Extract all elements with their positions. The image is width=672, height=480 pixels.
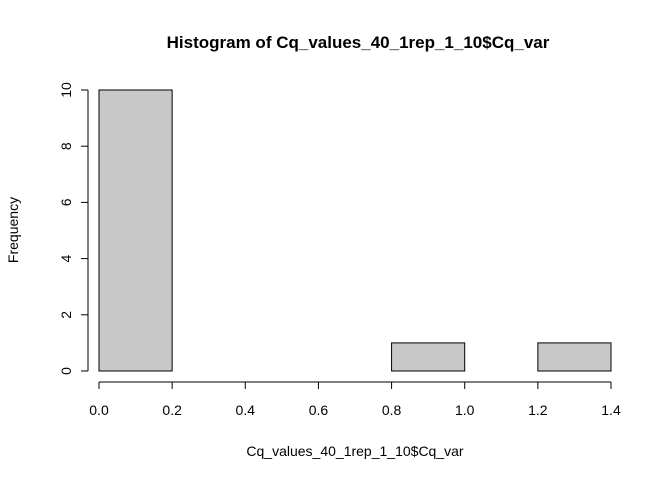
x-tick-label-4: 0.8 bbox=[382, 402, 402, 418]
bars-group bbox=[98, 89, 612, 372]
y-tick-label-4: 8 bbox=[58, 142, 74, 150]
x-tick-label-6: 1.2 bbox=[528, 402, 548, 418]
x-axis: 0.0 0.2 0.4 0.6 0.8 1.0 1.2 1.4 bbox=[89, 381, 621, 418]
histogram-bar-6 bbox=[537, 342, 612, 372]
x-tick-label-7: 1.4 bbox=[601, 402, 621, 418]
y-tick-label-3: 6 bbox=[58, 198, 74, 206]
x-tick-label-3: 0.6 bbox=[309, 402, 329, 418]
x-tick-label-0: 0.0 bbox=[89, 402, 109, 418]
x-tick-label-5: 1.0 bbox=[455, 402, 475, 418]
y-axis-label: Frequency bbox=[5, 197, 21, 263]
y-tick-label-5: 10 bbox=[58, 82, 74, 98]
x-tick-label-2: 0.4 bbox=[236, 402, 256, 418]
histogram-bar-0 bbox=[98, 89, 173, 372]
histogram-bar-4 bbox=[391, 342, 466, 372]
x-axis-label: Cq_values_40_1rep_1_10$Cq_var bbox=[246, 443, 464, 459]
chart-title: Histogram of Cq_values_40_1rep_1_10$Cq_v… bbox=[167, 33, 550, 52]
x-tick-label-1: 0.2 bbox=[162, 402, 182, 418]
y-tick-label-2: 4 bbox=[58, 254, 74, 262]
y-tick-label-0: 0 bbox=[58, 367, 74, 375]
y-tick-label-1: 2 bbox=[58, 311, 74, 319]
y-axis: 0 2 4 6 8 10 bbox=[58, 82, 89, 375]
